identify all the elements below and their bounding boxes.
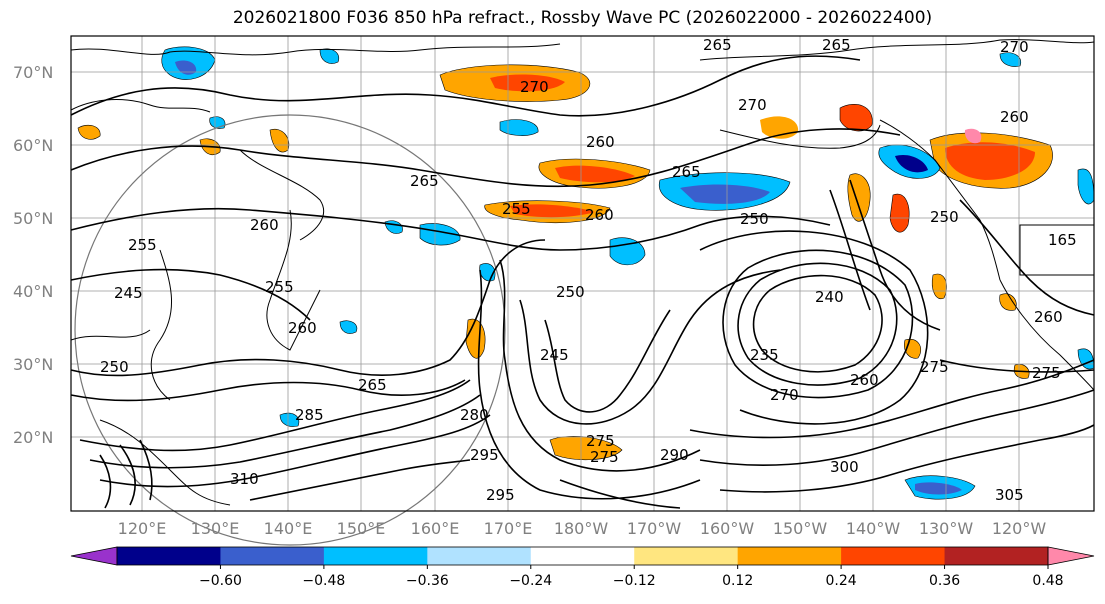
shading-layer <box>77 46 1095 500</box>
colorbar-segment <box>944 547 1049 565</box>
lon-label: 120°W <box>992 519 1047 538</box>
contour-label: 250 <box>556 283 585 301</box>
colorbar-frame <box>116 546 1049 566</box>
lat-label: 50°N <box>13 209 53 228</box>
contour-label: 275 <box>1032 364 1061 382</box>
colorbar-segment <box>220 547 325 565</box>
colorbar-segment <box>530 547 635 565</box>
contour-label: 165 <box>1048 231 1077 249</box>
lat-label: 20°N <box>13 428 53 447</box>
contour-label: 265 <box>703 36 732 54</box>
contour-label: 290 <box>660 446 689 464</box>
contour-label: 245 <box>540 346 569 364</box>
contour-label: 305 <box>995 486 1024 504</box>
contour-label: 275 <box>590 448 619 466</box>
contour-label: 260 <box>850 371 879 389</box>
contour-label: 270 <box>770 386 799 404</box>
colorbar-segments <box>70 546 1095 566</box>
contour-lines <box>70 55 1095 509</box>
contour-label: 260 <box>1034 308 1063 326</box>
colorbar-extend-high <box>1047 546 1095 566</box>
contour-label: 240 <box>815 288 844 306</box>
colorbar-tick-label: −0.36 <box>406 573 449 589</box>
colorbar-tick-label: −0.12 <box>613 573 656 589</box>
contour-label: 260 <box>288 319 317 337</box>
contour-label: 310 <box>230 470 259 488</box>
lon-label: 170°E <box>484 519 533 538</box>
lon-label: 150°W <box>773 519 828 538</box>
contour-label: 300 <box>830 458 859 476</box>
lon-label: 150°E <box>337 519 386 538</box>
lon-label: 180°W <box>554 519 609 538</box>
lat-label: 30°N <box>13 355 53 374</box>
gridlines <box>70 36 1094 546</box>
contour-label: 265 <box>358 376 387 394</box>
latitude-labels: 70°N 60°N 50°N 40°N 30°N 20°N <box>13 63 53 447</box>
colorbar-tick-label: −0.60 <box>199 573 242 589</box>
colorbar-segment <box>737 547 842 565</box>
lon-label: 130°E <box>191 519 240 538</box>
contour-label: 235 <box>750 346 779 364</box>
contour-label: 250 <box>740 210 769 228</box>
contour-label: 285 <box>295 406 324 424</box>
contour-label: 250 <box>100 358 129 376</box>
lat-label: 40°N <box>13 282 53 301</box>
lon-label: 130°W <box>919 519 974 538</box>
contour-label: 245 <box>114 284 143 302</box>
colorbar-segment <box>841 547 946 565</box>
lon-label: 170°W <box>627 519 682 538</box>
contour-label: 265 <box>672 163 701 181</box>
contour-label: 265 <box>410 172 439 190</box>
contour-label: 255 <box>502 200 531 218</box>
colorbar-tick-label: 0.12 <box>722 573 753 589</box>
contour-label: 250 <box>930 208 959 226</box>
contour-label: 280 <box>460 406 489 424</box>
contour-label: 295 <box>486 486 515 504</box>
map-frame <box>70 35 1095 512</box>
contour-label: 260 <box>585 206 614 224</box>
colorbar-tick-label: 0.24 <box>826 573 857 589</box>
contour-label: 255 <box>265 278 294 296</box>
colorbar: −0.60 −0.48 −0.36 −0.24 −0.12 0.12 0.24 0.36 0.4… <box>70 546 1095 589</box>
contour-label: 275 <box>920 358 949 376</box>
colorbar-segment <box>117 547 221 565</box>
colorbar-segment <box>634 547 739 565</box>
contour-label: 295 <box>470 446 499 464</box>
lat-label: 70°N <box>13 63 53 82</box>
longitude-labels: 120°E 130°E 140°E 150°E 160°E 170°E 180°… <box>118 519 1047 538</box>
contour-label: 270 <box>1000 38 1029 56</box>
lon-label: 120°E <box>118 519 167 538</box>
colorbar-tick-label: −0.24 <box>509 573 552 589</box>
contour-label: 270 <box>520 78 549 96</box>
colorbar-segment <box>427 547 532 565</box>
colorbar-tick-label: −0.48 <box>302 573 345 589</box>
contour-label: 260 <box>586 133 615 151</box>
lat-label: 60°N <box>13 136 53 155</box>
colorbar-extend-low <box>70 546 118 566</box>
colorbar-segment <box>323 547 428 565</box>
contour-label-group: 265 265 270 270 270 260 260 265 265 260 … <box>100 36 1077 504</box>
contour-label: 260 <box>1000 108 1029 126</box>
colorbar-tick-label: 0.48 <box>1032 573 1063 589</box>
lon-label: 140°E <box>264 519 313 538</box>
contour-label: 270 <box>738 96 767 114</box>
contour-label: 260 <box>250 216 279 234</box>
lon-label: 160°E <box>411 519 460 538</box>
contour-label: 255 <box>128 236 157 254</box>
colorbar-ticks: −0.60 −0.48 −0.36 −0.24 −0.12 0.12 0.24 0.36 0.4… <box>199 565 1064 589</box>
colorbar-tick-label: 0.36 <box>929 573 960 589</box>
contour-label: 265 <box>822 36 851 54</box>
contour-label: 275 <box>586 432 615 450</box>
lon-label: 160°W <box>700 519 755 538</box>
plot-title: 2026021800 F036 850 hPa refract., Rossby… <box>232 8 933 28</box>
lon-label: 140°W <box>846 519 901 538</box>
